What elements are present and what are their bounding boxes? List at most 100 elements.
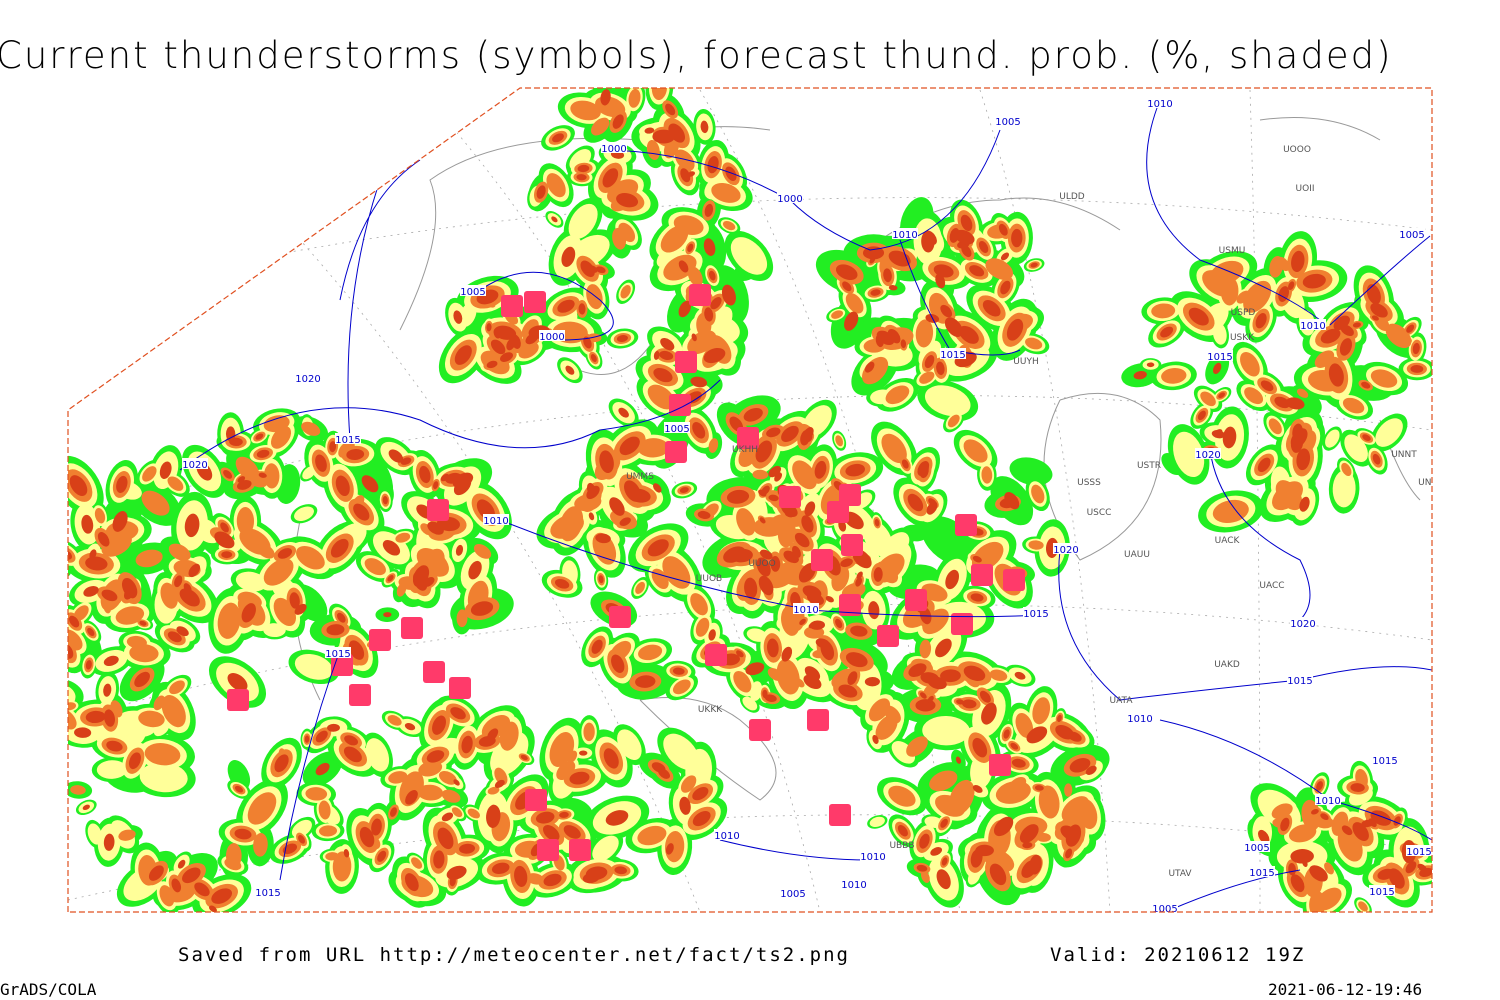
thunderstorm-symbol [569, 839, 591, 861]
thunderstorm-symbol [807, 709, 829, 731]
valid-time: Valid: 20210612 19Z [1050, 944, 1305, 966]
thunderstorm-symbol [827, 501, 849, 523]
thunderstorm-symbol [665, 441, 687, 463]
isobar-label: 1005 [1152, 904, 1177, 915]
shading-cell [652, 129, 676, 144]
thunderstorm-symbol [369, 629, 391, 651]
station-label: UBBB [889, 841, 914, 851]
station-label: USKK [1230, 333, 1255, 343]
isobar-label: 1010 [793, 605, 818, 616]
source-url: Saved from URL http://meteocenter.net/fa… [178, 944, 850, 966]
shading-cell [1009, 457, 1053, 486]
shading-cell [96, 760, 128, 779]
thunderstorm-symbol [749, 719, 771, 741]
station-label: UAKD [1214, 660, 1240, 670]
thunderstorm-symbol [227, 689, 249, 711]
thunderstorm-symbol [905, 589, 927, 611]
thunderstorm-symbol [971, 564, 993, 586]
station-label: USSS [1077, 478, 1101, 488]
thunderstorm-symbol [501, 295, 523, 317]
isobar-label: 1010 [841, 880, 866, 891]
thunderstorm-symbol [689, 284, 711, 306]
isobar-label: 1015 [325, 649, 350, 660]
isobar-label: 1010 [483, 516, 508, 527]
isobar-label: 1005 [1244, 843, 1269, 854]
station-label: UKHH [732, 445, 758, 455]
thunderstorm-symbol [779, 486, 801, 508]
shading-cell [44, 744, 67, 770]
thunderstorm-symbol [705, 644, 727, 666]
isobar-label: 1010 [1300, 321, 1325, 332]
isobar-label: 1005 [995, 117, 1020, 128]
thunderstorm-symbol [989, 754, 1011, 776]
shading-cell [51, 752, 59, 761]
station-label: USMU [1219, 246, 1246, 256]
thunderstorm-symbol [1003, 569, 1025, 591]
isobar-label: 1010 [714, 831, 739, 842]
isobar-label: 1015 [1023, 609, 1048, 620]
isobar-label: 1015 [1207, 352, 1232, 363]
station-label: UUOB [696, 574, 722, 584]
station-label: UUYH [1013, 357, 1038, 367]
station-label: UACC [1259, 581, 1284, 591]
thunderstorm-symbol [669, 394, 691, 416]
thunderstorm-symbol [841, 534, 863, 556]
thunderstorm-symbol [955, 514, 977, 536]
shading-cell [36, 534, 69, 571]
shading-cell [45, 615, 59, 625]
thunderstorm-symbol [829, 804, 851, 826]
shading-cell [617, 729, 642, 761]
isobar-label: 1015 [1249, 868, 1274, 879]
shading-cell [34, 622, 68, 654]
shading-cell [294, 653, 333, 680]
shading-cell [43, 692, 55, 708]
shading-cell [225, 842, 242, 869]
thunderstorm-symbol [423, 661, 445, 683]
thunderstorm-symbol [877, 625, 899, 647]
thunderstorm-symbol [449, 677, 471, 699]
station-label: USCC [1087, 508, 1112, 518]
shading-cell [47, 747, 64, 767]
isobar-label: 1010 [1147, 99, 1172, 110]
station-label: UMMS [626, 472, 654, 482]
station-label: ULDD [1059, 192, 1085, 202]
station-label: UAUU [1124, 550, 1150, 560]
shading-cell [263, 623, 286, 638]
station-label: UKKK [698, 705, 723, 715]
isobar-label: 1020 [1195, 450, 1220, 461]
map-area: 1010 1005 1000 1000 1010 1005 1005 1000 1010 1015… [34, 88, 1444, 915]
isobar-label: 1010 [892, 230, 917, 241]
shading-cell [578, 750, 588, 756]
thunderstorm-symbol [349, 684, 371, 706]
thunderstorm-symbol [401, 617, 423, 639]
shading-cell [139, 762, 188, 793]
isobar-label: 1005 [460, 287, 485, 298]
station-label: USPD [1231, 308, 1256, 318]
software-credit: GrADS/COLA [0, 980, 97, 999]
thunderstorm-symbol [525, 789, 547, 811]
shading-cell [40, 611, 66, 629]
thunderstorm-symbol [537, 839, 559, 861]
isobar-label: 1005 [780, 889, 805, 900]
isobar-label: 1020 [1290, 619, 1315, 630]
isobar-label: 1015 [335, 435, 360, 446]
probability-shading [34, 88, 1432, 912]
thunderstorm-symbol [524, 291, 546, 313]
isobar-label: 1015 [940, 350, 965, 361]
station-label: UACK [1215, 536, 1241, 546]
shading-cell [291, 819, 312, 838]
thunderstorm-symbol [811, 549, 833, 571]
isobar-label: 1020 [1053, 545, 1078, 556]
station-label: UNBB [1418, 478, 1444, 488]
isobar-label: 1010 [860, 852, 885, 863]
shading-cell [294, 506, 314, 522]
isobar-label: 1015 [1369, 887, 1394, 898]
shading-cell [68, 532, 69, 573]
station-label: UNNT [1391, 450, 1417, 460]
isobar-label: 1000 [539, 332, 564, 343]
isobar-label: 1015 [1287, 676, 1312, 687]
station-label: UOOO [1283, 145, 1311, 155]
isobar-label: 1015 [1372, 756, 1397, 767]
shading-cell [68, 622, 69, 655]
